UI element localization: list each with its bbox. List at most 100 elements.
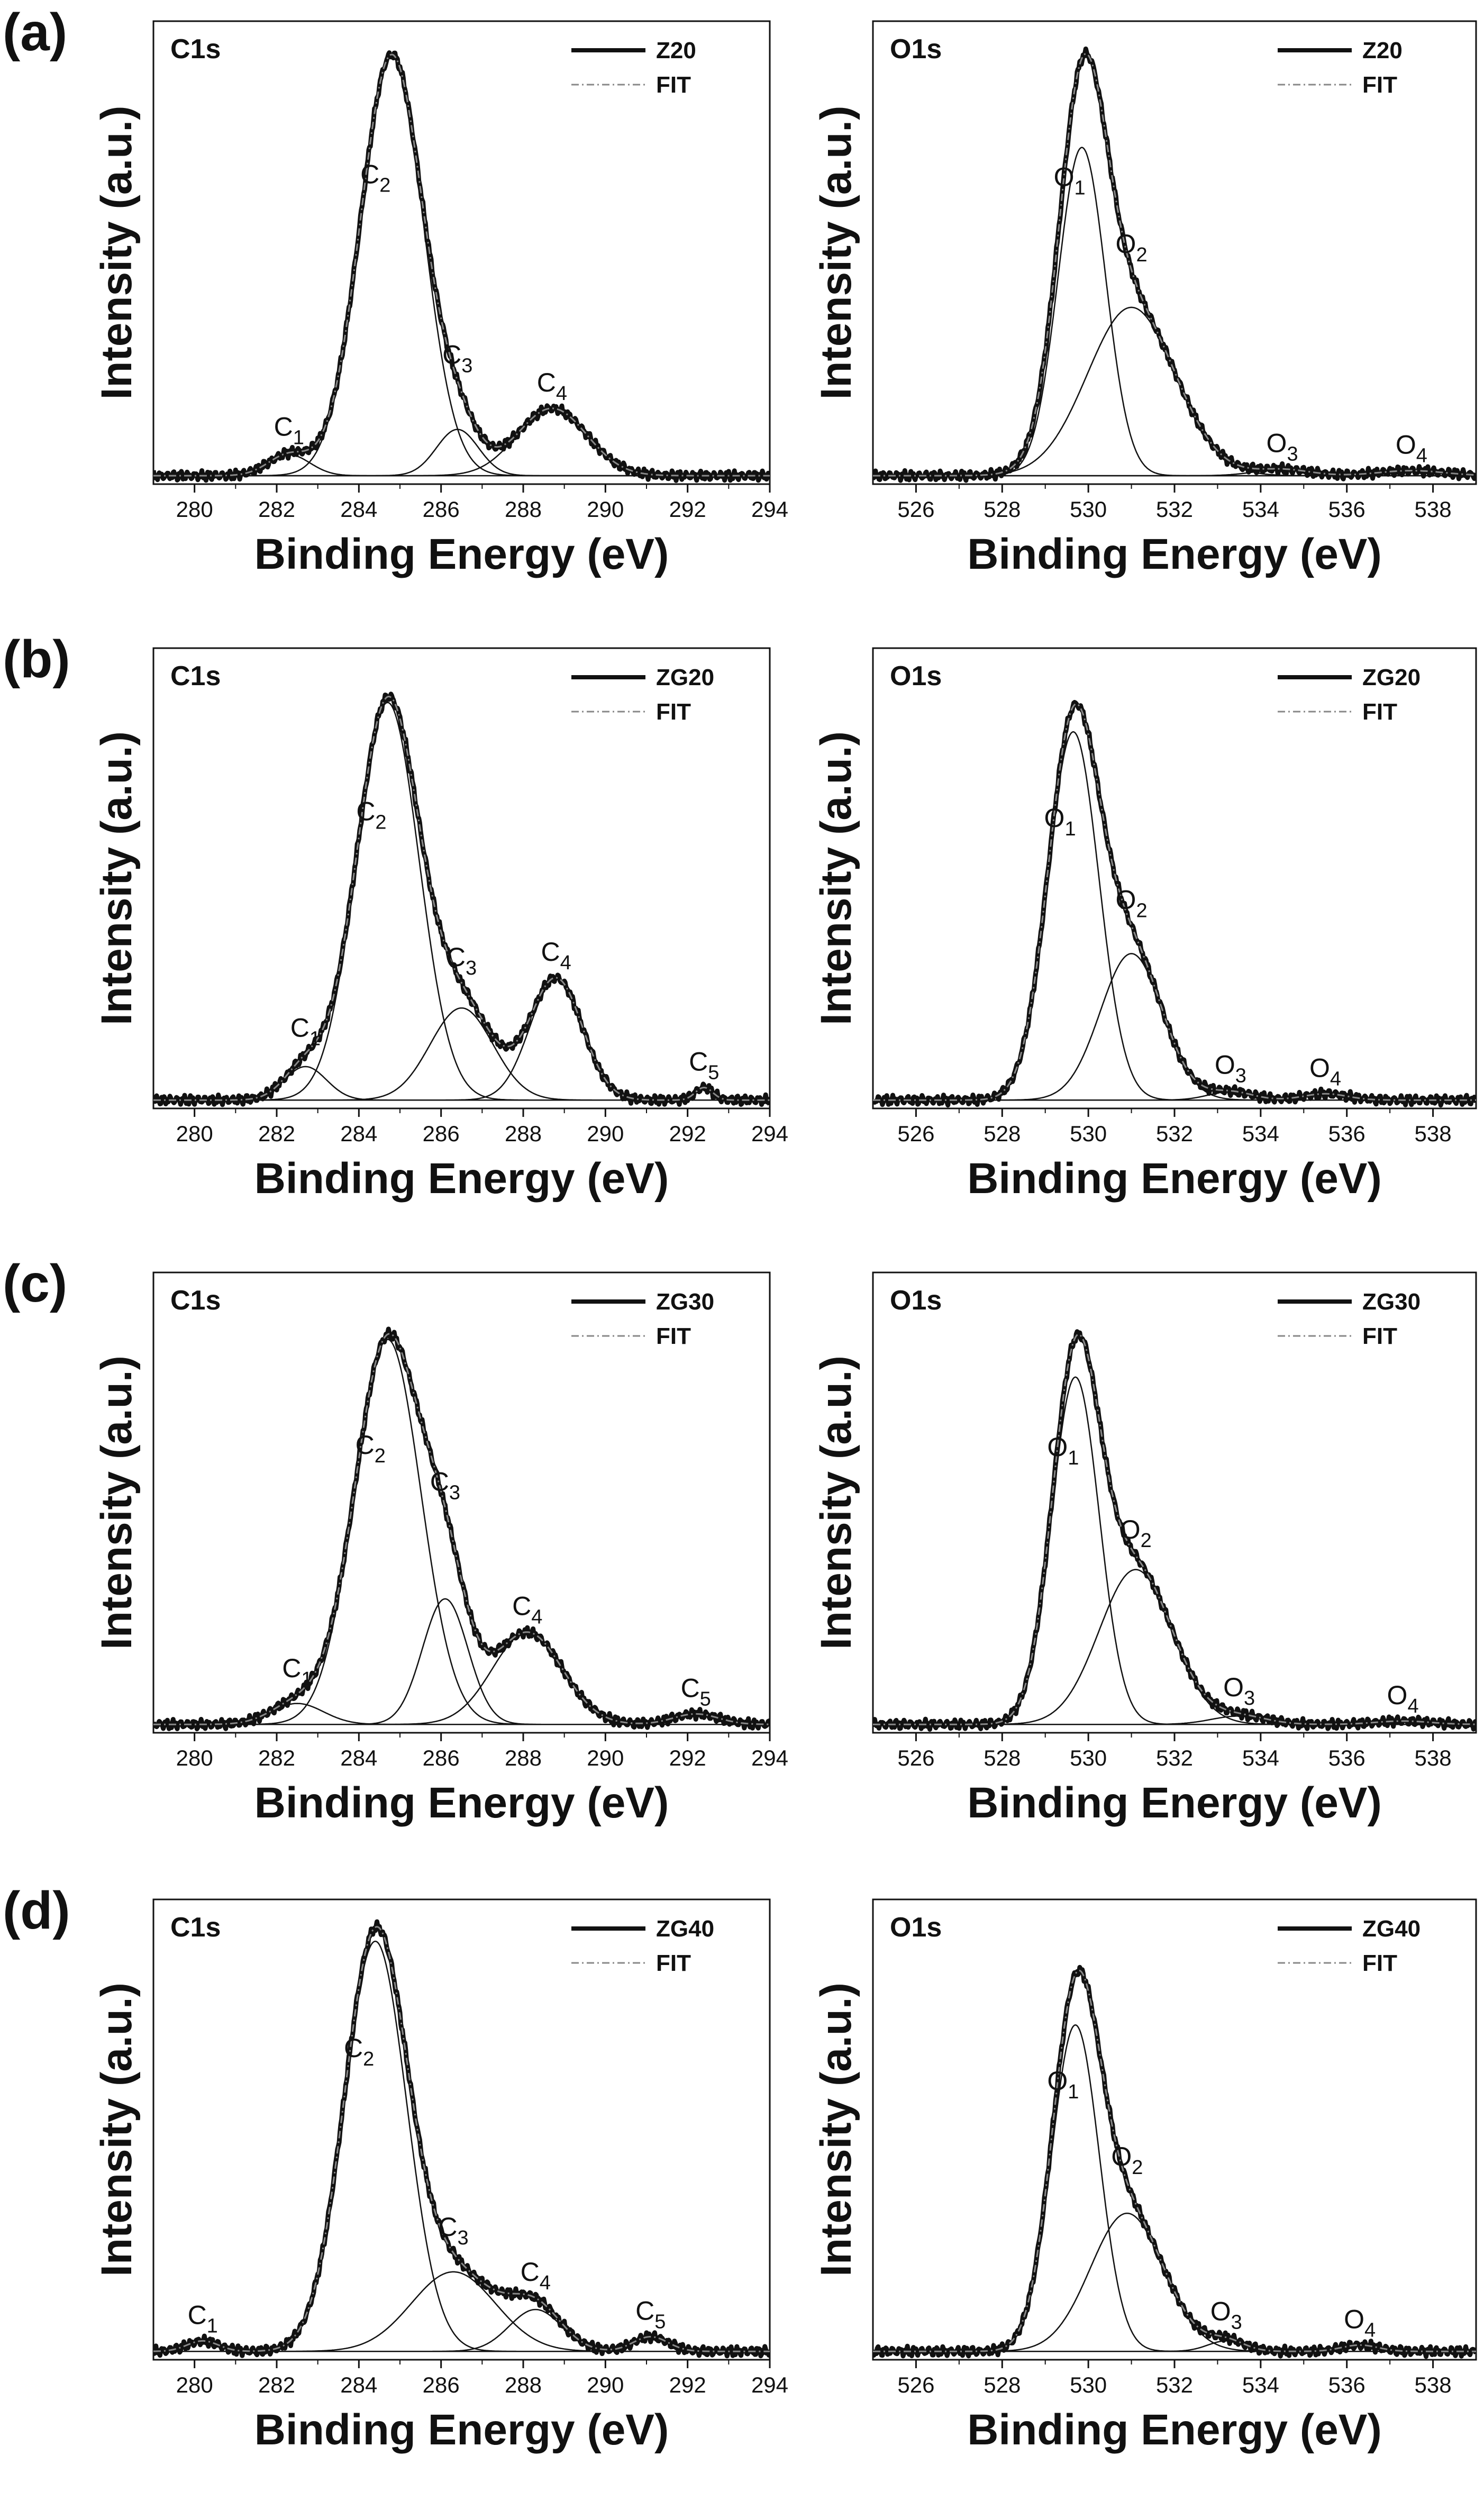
x-tick-label: 532: [1156, 2372, 1193, 2397]
curves: [153, 50, 770, 483]
x-tick-label: 290: [587, 2372, 624, 2397]
peak-label-o2: O2: [1116, 229, 1148, 266]
peak-label-main: C: [442, 340, 461, 369]
component-o2: [873, 953, 1476, 1101]
component-c3: [153, 1007, 770, 1101]
peak-label-o1: O1: [1044, 803, 1076, 840]
panel-c-c1s: (c) 280 282 284 286 288 290 292 294 Binding Energ…: [3, 1254, 788, 1827]
peak-label-subscript: 2: [363, 2048, 374, 2070]
legend: ZG40 FIT: [571, 1916, 714, 1976]
panel-a-c1s: (a) 280 282 284 286 288 290 292 294 Binding Energ…: [3, 3, 788, 578]
panel-title: C1s: [170, 1912, 221, 1943]
x-tick-label: 532: [1156, 1745, 1193, 1770]
x-tick-label: 292: [669, 1745, 706, 1770]
peak-label-o4: O4: [1344, 2304, 1376, 2341]
legend-fit-label: FIT: [1362, 1323, 1397, 1349]
peak-label-main: C: [537, 368, 556, 397]
peak-label-subscript: 1: [293, 427, 304, 449]
peak-label-main: O: [1223, 1672, 1244, 1702]
x-tick-label: 528: [984, 2372, 1021, 2397]
peak-label-subscript: 2: [1136, 900, 1147, 922]
peak-label-subscript: 2: [1141, 1530, 1152, 1552]
component-c4: [153, 407, 770, 477]
x-tick-label: 526: [897, 2372, 934, 2397]
y-axis-title: Intensity (a.u.): [93, 1982, 141, 2277]
legend: Z20 FIT: [571, 38, 696, 98]
peak-label-subscript: 2: [1132, 2157, 1143, 2179]
legend: ZG30 FIT: [1278, 1289, 1421, 1349]
x-axis-title: Binding Energy (eV): [967, 1154, 1382, 1203]
fit-envelope: [873, 703, 1476, 1101]
panel-title: C1s: [170, 1285, 221, 1316]
fit-envelope: [873, 1333, 1476, 1725]
y-axis-title: Intensity (a.u.): [812, 731, 860, 1025]
x-tick-label: 534: [1242, 1121, 1279, 1146]
peak-label-subscript: 4: [1364, 2319, 1376, 2341]
peak-label-main: C: [541, 937, 560, 967]
x-tick-label: 284: [340, 1745, 377, 1770]
peak-label-subscript: 4: [1330, 1068, 1341, 1090]
peak-label-subscript: 1: [301, 1668, 312, 1690]
panel-title: O1s: [890, 34, 942, 65]
peak-label-main: O: [1267, 428, 1287, 458]
panel-letter: (b): [3, 630, 70, 689]
x-tick-label: 530: [1070, 2372, 1107, 2397]
y-axis-title: Intensity (a.u.): [812, 1356, 860, 1650]
peak-label-subscript: 1: [207, 2315, 218, 2337]
peak-label-main: C: [360, 160, 379, 189]
peak-label-subscript: 5: [700, 1688, 711, 1710]
x-tick-label: 528: [984, 497, 1021, 522]
x-tick-label: 286: [423, 1745, 460, 1770]
peak-label-subscript: 4: [531, 1606, 542, 1629]
plot-frame: [152, 647, 771, 1109]
peak-label-o2: O2: [1120, 1515, 1152, 1552]
peak-label-main: O: [1044, 803, 1065, 833]
curves: [153, 692, 770, 1107]
component-c2: [153, 1339, 770, 1725]
fit-envelope: [873, 1969, 1476, 2352]
x-tick-label: 286: [423, 1121, 460, 1146]
peak-label-main: O: [1054, 162, 1075, 192]
x-tick-label: 530: [1070, 497, 1107, 522]
peak-label-main: C: [356, 1430, 375, 1460]
measured-spectrum: [153, 1326, 770, 1732]
peak-label-main: C: [356, 796, 375, 826]
x-tick-label: 288: [505, 1745, 542, 1770]
legend-fit-label: FIT: [656, 72, 691, 98]
peak-label-main: O: [1047, 2066, 1068, 2096]
peak-label-c3: C3: [430, 1467, 460, 1504]
x-tick-label: 538: [1415, 497, 1452, 522]
x-axis-title: Binding Energy (eV): [967, 530, 1382, 578]
peak-label-main: C: [438, 2212, 457, 2242]
peak-label-c2: C2: [356, 796, 386, 833]
x-tick-label: 526: [897, 497, 934, 522]
peak-label-main: C: [689, 1047, 708, 1076]
peak-label-subscript: 3: [1231, 2312, 1242, 2334]
peak-label-c2: C2: [344, 2033, 374, 2070]
peak-label-main: C: [512, 1591, 531, 1621]
peak-label-o4: O4: [1387, 1680, 1419, 1717]
peak-label-subscript: 1: [309, 1027, 321, 1050]
x-tick-label: 288: [505, 497, 542, 522]
legend-data-label: ZG20: [1362, 665, 1421, 690]
component-c2: [153, 702, 770, 1101]
x-tick-label: 294: [751, 2372, 788, 2397]
peak-label-subscript: 3: [1287, 443, 1298, 465]
peak-label-o3: O3: [1267, 428, 1298, 465]
legend: ZG40 FIT: [1278, 1916, 1421, 1976]
legend: ZG20 FIT: [1278, 665, 1421, 725]
fit-envelope: [153, 53, 770, 477]
x-tick-label: 528: [984, 1745, 1021, 1770]
peak-label-o1: O1: [1054, 162, 1086, 199]
peak-label-subscript: 3: [1235, 1065, 1246, 1087]
x-tick-label: 534: [1242, 2372, 1279, 2397]
legend-fit-label: FIT: [656, 699, 691, 725]
x-tick-label: 280: [176, 1121, 213, 1146]
x-tick-label: 288: [505, 2372, 542, 2397]
x-tick-label: 282: [258, 1745, 295, 1770]
peak-label-c4: C4: [541, 937, 571, 974]
peak-label-c4: C4: [512, 1591, 542, 1629]
peak-label-main: C: [635, 2296, 654, 2325]
peak-label-subscript: 3: [449, 1482, 460, 1504]
panel-title: O1s: [890, 1285, 942, 1316]
